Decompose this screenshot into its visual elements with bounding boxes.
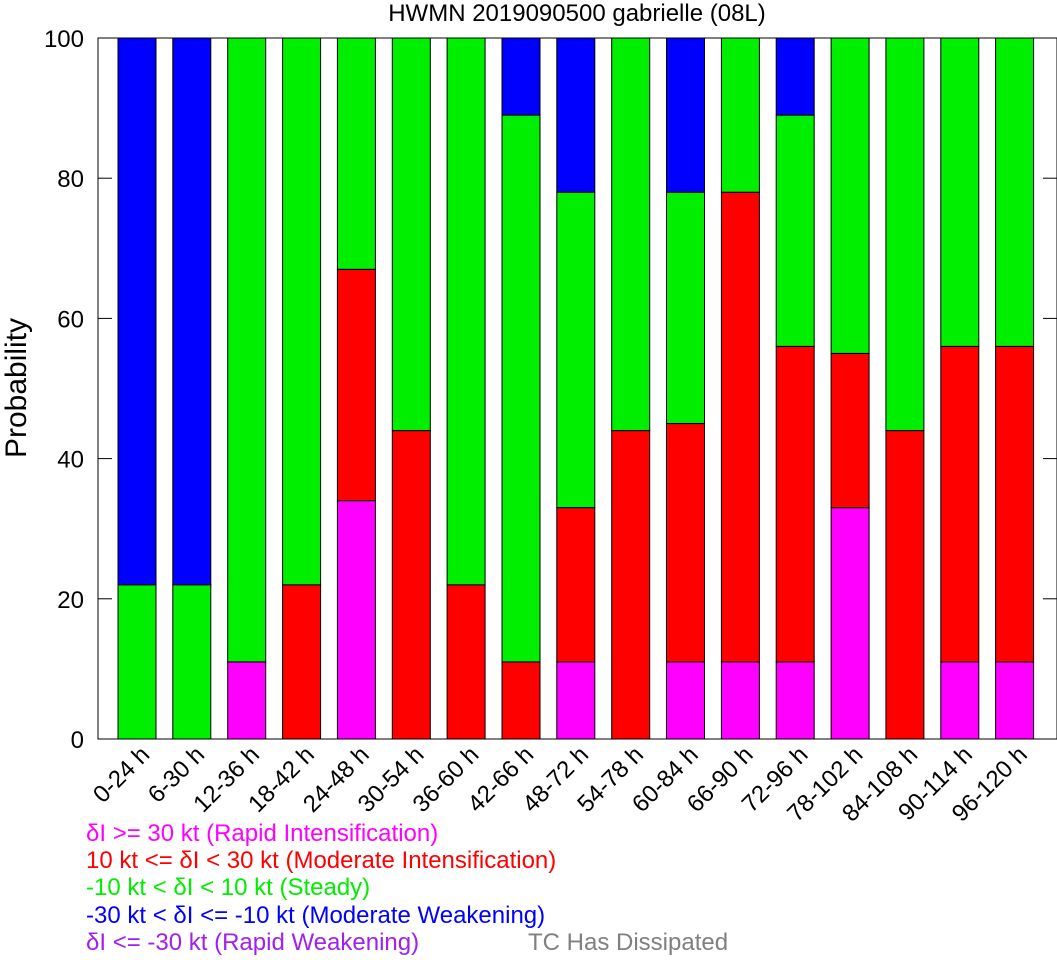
bar-segment (446, 37, 486, 586)
y-tick-label: 20 (57, 587, 84, 614)
bar-segment (885, 37, 925, 432)
bar-segment (501, 661, 541, 740)
bar-segment (885, 430, 925, 740)
bar-segment (501, 114, 541, 663)
bar-segment (995, 661, 1035, 740)
bar-segment (940, 661, 980, 740)
legend-moderate-weakening: -30 kt < δI <= -10 kt (Moderate Weakenin… (86, 902, 546, 929)
y-tick-label: 0 (71, 727, 84, 754)
bar-segment (720, 661, 760, 740)
x-tick-label: 0-24 h (88, 741, 155, 808)
legend-tc-dissipated: TC Has Dissipated (528, 929, 729, 956)
bar-segment (775, 37, 815, 116)
y-tick-label: 100 (44, 26, 84, 53)
bar-segment (830, 37, 870, 354)
bar-segment (611, 430, 651, 740)
bar-segment (336, 500, 376, 740)
chart-title: HWMN 2019090500 gabrielle (08L) (388, 0, 766, 27)
bar-segment (666, 661, 705, 740)
bar-segment (556, 37, 596, 193)
y-tick-label: 40 (57, 447, 84, 474)
bar-segment (227, 37, 267, 663)
bar-segment (666, 191, 705, 424)
legend-rapid-intensification: δI >= 30 kt (Rapid Intensification) (86, 820, 439, 847)
y-tick-label: 60 (57, 306, 84, 333)
bar-segment (282, 584, 322, 740)
bar-segment (775, 114, 815, 347)
y-axis-label: Probability (0, 318, 33, 458)
bar-segment (391, 430, 431, 740)
bar-segment (117, 37, 157, 586)
bar-segment (611, 37, 651, 432)
bar-segment (282, 37, 322, 586)
bar-segment (172, 37, 212, 586)
y-tick-label: 80 (57, 166, 84, 193)
bar-segment (995, 37, 1035, 347)
plot-frame (97, 37, 1057, 740)
bar-segment (940, 37, 980, 347)
bar-segment (336, 37, 376, 270)
legend-steady: -10 kt < δI < 10 kt (Steady) (86, 874, 371, 901)
legend-moderate-intensification: 10 kt <= δI < 30 kt (Moderate Intensific… (86, 847, 557, 874)
bar-segment (830, 507, 870, 740)
bar-segment (391, 37, 431, 432)
bar-segment (995, 345, 1035, 663)
bar-segment (940, 345, 980, 663)
bar-segment (446, 584, 486, 740)
legend-rapid-weakening: δI <= -30 kt (Rapid Weakening) (86, 929, 420, 956)
bar-segment (775, 661, 815, 740)
bar-segment (556, 661, 596, 740)
bar-segment (227, 661, 267, 740)
bar-segment (666, 37, 705, 193)
bar-segment (172, 584, 212, 740)
bar-segment (720, 191, 760, 663)
bar-segment (336, 268, 376, 502)
bar-segment (117, 584, 157, 740)
bar-segment (501, 37, 541, 116)
bar-segment (556, 191, 596, 509)
bar-segment (775, 345, 815, 663)
bar-segment (830, 352, 870, 509)
bar-segment (666, 423, 705, 663)
bar-segment (720, 37, 760, 193)
bar-segment (556, 507, 596, 663)
